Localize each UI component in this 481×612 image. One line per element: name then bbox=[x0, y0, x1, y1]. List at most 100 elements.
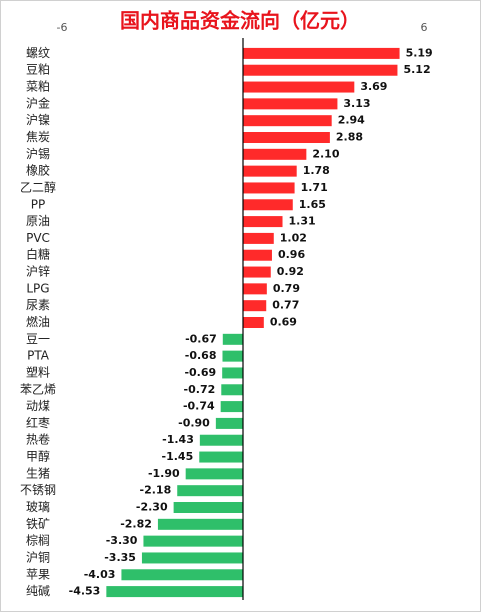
bar bbox=[243, 182, 295, 194]
value-label: 5.12 bbox=[403, 63, 430, 76]
value-label: -1.43 bbox=[162, 433, 194, 446]
category-label: PVC bbox=[26, 231, 50, 245]
bar bbox=[243, 148, 307, 160]
category-label: 铁矿 bbox=[26, 517, 50, 531]
category-label: 尿素 bbox=[26, 298, 50, 312]
value-label: 0.92 bbox=[277, 265, 304, 278]
value-label: -4.03 bbox=[84, 568, 116, 581]
value-label: 0.77 bbox=[272, 299, 299, 312]
bar bbox=[243, 115, 332, 127]
category-label: 橡胶 bbox=[26, 163, 50, 178]
bar bbox=[173, 502, 243, 513]
category-label: 甲醇 bbox=[26, 449, 50, 464]
value-label: -2.30 bbox=[136, 501, 168, 514]
category-label: 苹果 bbox=[26, 567, 50, 581]
category-label: 白糖 bbox=[26, 247, 50, 262]
value-label: -0.69 bbox=[184, 366, 216, 379]
category-label: 苯乙烯 bbox=[20, 382, 56, 396]
value-label: -3.35 bbox=[104, 551, 136, 564]
bar bbox=[243, 64, 398, 76]
category-label: PTA bbox=[27, 349, 50, 363]
value-label: -1.90 bbox=[148, 467, 180, 480]
category-label: 沪铜 bbox=[26, 549, 50, 564]
category-label: 原油 bbox=[26, 214, 50, 228]
bar bbox=[243, 283, 267, 295]
category-label: 沪锌 bbox=[26, 265, 50, 279]
bar bbox=[143, 535, 243, 547]
x-tick-label: 6 bbox=[421, 21, 428, 34]
value-label: 1.02 bbox=[280, 231, 307, 244]
category-label: 燃油 bbox=[26, 314, 50, 329]
value-label: -2.18 bbox=[140, 484, 172, 497]
bar bbox=[215, 417, 243, 429]
category-label: 红枣 bbox=[26, 415, 50, 430]
value-label: 3.13 bbox=[343, 97, 370, 110]
value-label: 2.88 bbox=[336, 131, 363, 144]
value-label: 1.31 bbox=[289, 215, 316, 228]
category-label: 不锈钢 bbox=[20, 483, 56, 497]
category-label: 豆粕 bbox=[26, 62, 50, 77]
bar bbox=[199, 434, 243, 446]
value-label: 0.79 bbox=[273, 282, 300, 295]
bar bbox=[221, 384, 243, 396]
category-label: PP bbox=[31, 197, 45, 211]
bar bbox=[243, 216, 283, 228]
value-label: -3.30 bbox=[106, 534, 138, 547]
bar bbox=[243, 232, 274, 244]
bar bbox=[121, 569, 243, 581]
bar bbox=[243, 47, 400, 59]
category-label: 乙二醇 bbox=[20, 179, 56, 194]
value-label: 1.78 bbox=[303, 164, 330, 177]
bar bbox=[177, 485, 243, 497]
value-label: 0.69 bbox=[270, 316, 297, 329]
value-label: -4.53 bbox=[69, 585, 101, 598]
category-label: 热卷 bbox=[26, 432, 50, 447]
value-label: 1.65 bbox=[299, 198, 326, 211]
category-label: LPG bbox=[26, 281, 49, 295]
bar bbox=[243, 300, 267, 312]
category-label: 菜粕 bbox=[26, 79, 50, 94]
x-tick-label: -6 bbox=[57, 21, 68, 34]
value-label: -2.82 bbox=[120, 517, 152, 530]
chart-title: 国内商品资金流向（亿元） bbox=[120, 9, 360, 33]
value-label: 2.94 bbox=[338, 114, 365, 127]
value-label: -1.45 bbox=[162, 450, 194, 463]
bar bbox=[243, 199, 293, 211]
value-label: -0.74 bbox=[183, 400, 215, 413]
bar bbox=[222, 350, 243, 362]
bar bbox=[185, 468, 243, 480]
value-label: -0.90 bbox=[178, 416, 210, 429]
bar bbox=[157, 518, 243, 530]
bar bbox=[243, 317, 264, 328]
bar bbox=[106, 586, 243, 598]
value-label: 3.69 bbox=[360, 80, 387, 93]
value-label: -0.72 bbox=[184, 383, 216, 396]
bar bbox=[220, 401, 243, 413]
category-label: 纯碱 bbox=[26, 584, 50, 598]
category-label: 沪金 bbox=[26, 95, 50, 110]
bar bbox=[243, 249, 272, 261]
category-label: 豆一 bbox=[26, 332, 50, 346]
bar bbox=[141, 552, 243, 564]
category-label: 沪镍 bbox=[26, 113, 50, 127]
value-label: 2.10 bbox=[312, 147, 339, 160]
category-label: 焦炭 bbox=[26, 130, 50, 144]
bar bbox=[222, 333, 243, 345]
value-label: 0.96 bbox=[278, 248, 305, 261]
bar bbox=[222, 367, 243, 379]
category-label: 沪锡 bbox=[26, 146, 50, 161]
category-label: 棕榈 bbox=[26, 533, 50, 548]
bar bbox=[243, 165, 297, 177]
bar bbox=[199, 451, 243, 463]
category-label: 动煤 bbox=[26, 399, 50, 413]
value-label: 5.19 bbox=[406, 46, 433, 59]
value-label: 1.71 bbox=[301, 181, 328, 194]
value-label: -0.67 bbox=[185, 332, 217, 345]
category-label: 塑料 bbox=[26, 364, 50, 379]
category-label: 生猪 bbox=[26, 466, 50, 480]
bar bbox=[243, 98, 338, 110]
category-label: 玻璃 bbox=[26, 500, 50, 514]
bar bbox=[243, 132, 330, 143]
category-label: 螺纹 bbox=[26, 46, 50, 60]
